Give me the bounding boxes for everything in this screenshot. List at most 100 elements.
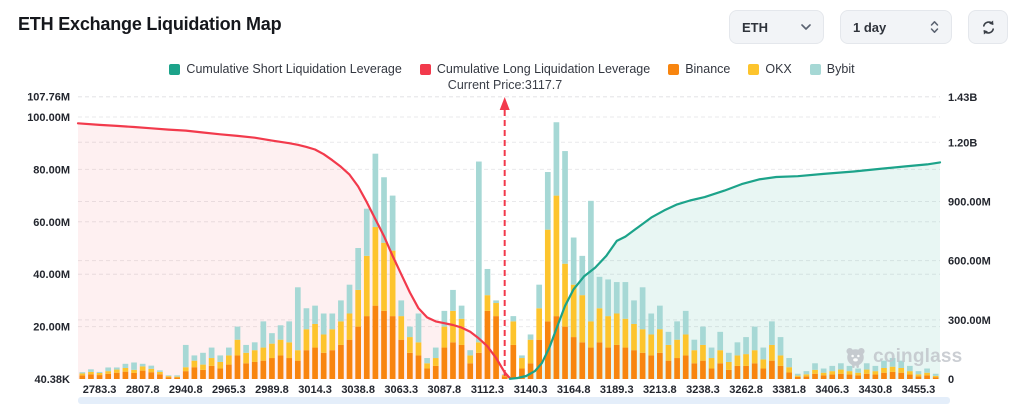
bar-segment-okx: [79, 373, 86, 376]
bar-segment-bybit: [363, 208, 370, 256]
bar-segment-binance: [303, 350, 310, 379]
bar-segment-binance: [174, 377, 180, 379]
bar-segment-binance: [122, 371, 129, 379]
bar-segment-okx: [174, 376, 180, 378]
bar-segment-bybit: [355, 248, 361, 290]
legend-label: Cumulative Long Liquidation Leverage: [436, 62, 651, 76]
bar-segment-bybit: [536, 284, 543, 309]
refresh-button[interactable]: [968, 10, 1008, 44]
bar-segment-okx: [605, 316, 611, 348]
bar-segment-binance: [691, 363, 698, 379]
bar-segment-binance: [148, 372, 155, 379]
bar-segment-okx: [855, 372, 861, 376]
bar-segment-okx: [475, 342, 482, 353]
bar-segment-binance: [372, 305, 379, 379]
bar-segment-okx: [812, 369, 818, 374]
bar-segment-okx: [777, 355, 784, 366]
x-axis-tick: 3063.3: [384, 384, 418, 396]
bar-segment-okx: [467, 355, 474, 364]
bar-segment-okx: [889, 366, 896, 372]
bar-segment-binance: [613, 344, 620, 379]
x-axis-tick: 3262.8: [729, 384, 763, 396]
bar-segment-okx: [312, 323, 318, 348]
bar-segment-bybit: [639, 287, 646, 330]
bar-segment-bybit: [320, 313, 327, 335]
legend-item[interactable]: Cumulative Short Liquidation Leverage: [169, 62, 402, 76]
bar-segment-okx: [553, 195, 560, 317]
bar-segment-binance: [588, 347, 594, 379]
x-axis-tick: 3406.3: [815, 384, 849, 396]
bar-segment-okx: [122, 368, 129, 372]
bar-segment-bybit: [743, 337, 749, 355]
bar-segment-binance: [165, 377, 172, 379]
bar-segment-bybit: [226, 347, 232, 356]
legend-item[interactable]: Bybit: [809, 62, 855, 76]
bar-segment-okx: [243, 352, 249, 364]
bar-segment-okx: [898, 368, 905, 373]
bar-segment-binance: [596, 342, 603, 379]
bar-segment-binance: [725, 369, 732, 379]
bar-segment-binance: [838, 373, 844, 379]
timeframe-select[interactable]: 1 day: [840, 10, 952, 44]
bar-segment-binance: [346, 339, 353, 379]
bar-segment-okx: [519, 358, 525, 369]
bar-segment-okx: [786, 367, 792, 373]
bar-segment-bybit: [725, 352, 732, 362]
bar-segment-okx: [320, 334, 327, 353]
bar-segment-bybit: [924, 368, 930, 373]
bar-segment-binance: [510, 344, 517, 379]
bar-segment-bybit: [777, 337, 784, 356]
symbol-select[interactable]: ETH: [729, 10, 824, 44]
x-axis-tick: 3238.3: [686, 384, 720, 396]
y-axis-right-tick: 600.00M: [948, 256, 991, 268]
bar-segment-bybit: [174, 375, 180, 377]
bar-segment-binance: [398, 339, 405, 379]
x-axis-tick: 3087.8: [428, 384, 462, 396]
bar-segment-bybit: [338, 300, 344, 322]
bar-segment-bybit: [467, 350, 474, 356]
legend-label: Cumulative Short Liquidation Leverage: [186, 62, 402, 76]
bar-segment-binance: [475, 352, 482, 379]
bar-segment-okx: [536, 308, 543, 340]
bar-segment-bybit: [622, 282, 629, 319]
bar-segment-binance: [467, 363, 474, 379]
bar-segment-binance: [820, 375, 827, 379]
legend-item[interactable]: OKX: [748, 62, 792, 76]
bar-segment-binance: [648, 355, 655, 379]
bar-segment-okx: [217, 361, 224, 369]
bar-segment-okx: [432, 358, 439, 366]
bar-segment-binance: [570, 337, 577, 379]
bar-segment-okx: [932, 375, 939, 378]
bar-segment-bybit: [208, 347, 215, 359]
chart-scrollbar[interactable]: [78, 397, 950, 404]
x-axis-tick: 3381.8: [772, 384, 806, 396]
bar-segment-binance: [424, 368, 430, 379]
bar-segment-okx: [829, 371, 836, 375]
bar-segment-binance: [777, 365, 784, 379]
bar-segment-okx: [544, 229, 551, 322]
bar-segment-okx: [105, 371, 112, 374]
long-liquidation-line: [76, 122, 511, 380]
legend-item[interactable]: Binance: [668, 62, 730, 76]
bar-segment-binance: [665, 360, 672, 379]
bar-segment-bybit: [243, 344, 249, 353]
bar-segment-bybit: [794, 373, 801, 376]
bar-segment-okx: [915, 374, 922, 377]
bar-segment-binance: [915, 376, 922, 379]
bar-segment-bybit: [346, 284, 353, 314]
bar-segment-okx: [631, 323, 637, 351]
bar-segment-okx: [458, 318, 465, 345]
legend-item[interactable]: Cumulative Long Liquidation Leverage: [419, 62, 651, 76]
bar-segment-okx: [924, 372, 930, 376]
bar-segment-okx: [381, 242, 387, 311]
bar-segment-bybit: [657, 305, 663, 330]
bar-segment-okx: [700, 344, 706, 361]
bar-segment-binance: [622, 347, 629, 379]
bar-segment-bybit: [932, 373, 939, 376]
bar-segment-okx: [329, 329, 336, 351]
y-axis-left-tick: 80.00M: [33, 164, 70, 176]
bar-segment-binance: [760, 368, 767, 379]
bar-segment-binance: [708, 368, 715, 379]
bar-segment-okx: [906, 371, 913, 375]
